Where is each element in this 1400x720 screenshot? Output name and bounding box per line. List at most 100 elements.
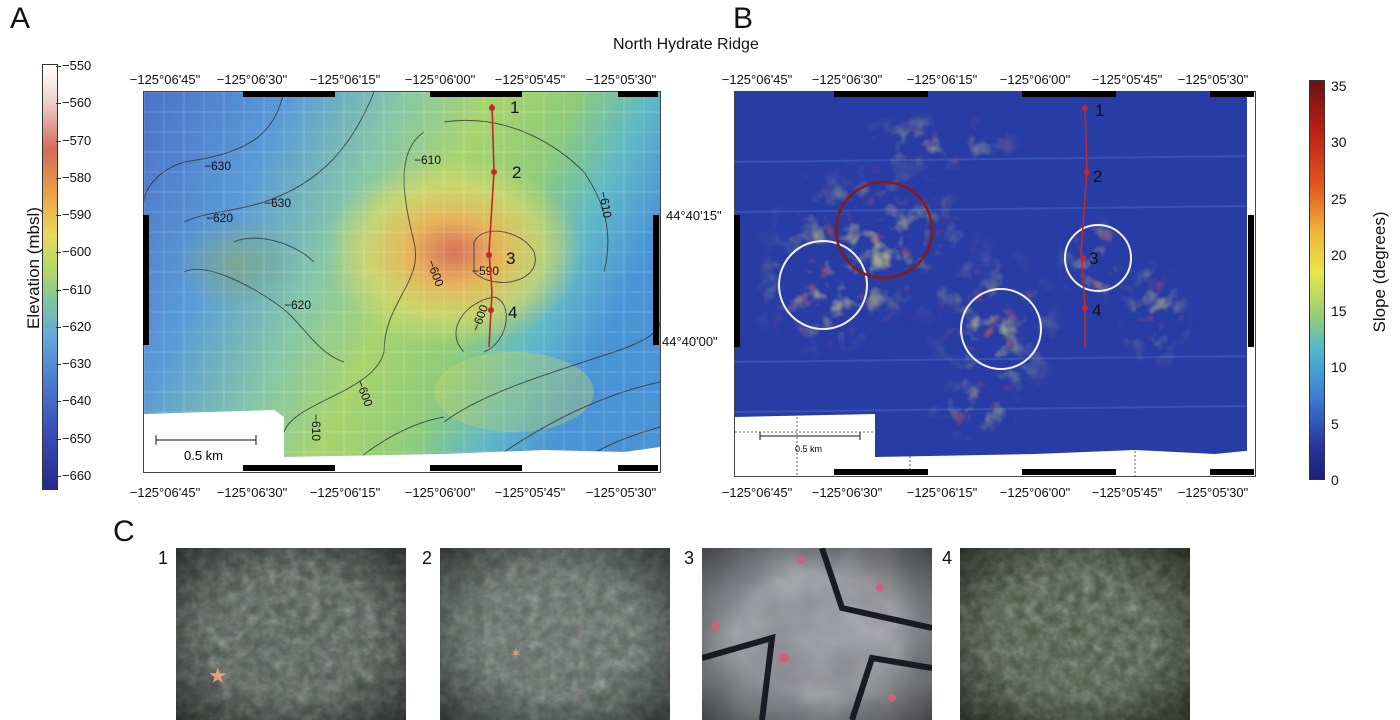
contour-label: −610 (596, 190, 615, 219)
slope-tick-label: 20 (1331, 246, 1347, 263)
elevation-tick-label: −560 (62, 95, 92, 111)
elevation-tick-label: −640 (62, 393, 92, 409)
frame-tick (834, 469, 928, 475)
elevation-tick-label: −650 (62, 430, 92, 446)
colorbar-tick (56, 476, 61, 477)
panel-b-top-lon-label: −125°06'00" (999, 72, 1071, 87)
colorbar-tick (56, 252, 61, 254)
panel-a-lat-label-2: 44°40'00" (662, 334, 718, 349)
panel-b-bottom-lon-label: −125°06'15" (906, 485, 978, 500)
panel-a-top-lon-label: −125°06'45" (129, 72, 201, 87)
panel-b-bottom-lon-label: −125°05'45" (1091, 485, 1163, 500)
colorbar-tick (56, 289, 61, 291)
highlight-circle (1064, 224, 1132, 292)
frame-tick (1022, 469, 1116, 475)
track-point-label: 1 (1095, 101, 1104, 120)
frame-tick (1248, 215, 1254, 347)
panel-letter-c: C (113, 515, 135, 548)
slope-tick-label: 0 (1331, 472, 1339, 488)
photo-number: 1 (158, 548, 169, 568)
panel-a-top-lon-label: −125°06'30" (216, 72, 288, 87)
svg-text:✶: ✶ (510, 645, 522, 661)
frame-tick (1022, 91, 1116, 97)
elevation-axis-label: Elevation (mbsl) (24, 207, 43, 329)
frame-tick (618, 465, 658, 471)
panel-b-bottom-lon-label: −125°06'45" (721, 485, 793, 500)
slope-tick-label: 10 (1331, 359, 1347, 376)
frame-tick (243, 465, 335, 471)
frame-tick (143, 215, 149, 345)
highlight-circle (960, 288, 1042, 370)
contour-label: −620 (206, 211, 233, 225)
panel-a-bottom-lon-label: −125°05'30" (585, 485, 657, 500)
seafloor-photo (702, 548, 932, 720)
colorbar-tick (56, 177, 61, 179)
contour-label: −590 (472, 264, 499, 278)
panel-a-bottom-lon-label: −125°06'30" (216, 485, 288, 500)
slope-map: 1 2 3 4 0.5 km (734, 91, 1256, 477)
track-point-label: 3 (1089, 249, 1098, 268)
frame-tick (618, 91, 658, 97)
elevation-tick-label: −660 (62, 468, 92, 483)
scale-bar-label: 0.5 km (795, 444, 822, 454)
slope-tick-label: 25 (1331, 190, 1347, 207)
elevation-tick-label: −610 (62, 281, 92, 297)
seafloor-photo (960, 548, 1190, 720)
panel-a-lat-label-1: 44°40'15" (666, 208, 722, 223)
frame-tick (430, 465, 522, 471)
colorbar-tick (56, 215, 61, 217)
panel-a-bottom-lon-label: −125°06'15" (309, 485, 381, 500)
frame-tick (243, 91, 335, 97)
highlight-circle (834, 180, 934, 280)
frame-tick (1210, 91, 1254, 97)
photo-number: 4 (942, 548, 953, 568)
frame-tick (834, 91, 928, 97)
slope-colorbar (1309, 80, 1325, 480)
contour-label: −610 (309, 414, 323, 441)
panel-b-top-lon-label: −125°05'30" (1177, 72, 1249, 87)
photo-number: 3 (684, 548, 695, 568)
panel-b-top-lon-label: −125°06'30" (811, 72, 883, 87)
panel-a-bottom-lon-label: −125°06'00" (404, 485, 476, 500)
panel-b-top-lon-label: −125°05'45" (1091, 72, 1163, 87)
slope-tick-label: 5 (1331, 415, 1339, 432)
colorbar-tick (56, 103, 61, 105)
track-point-label: 4 (508, 303, 517, 322)
elevation-tick-label: −630 (62, 356, 92, 372)
slope-tick-label: 30 (1331, 134, 1347, 151)
panel-letter-a: A (10, 2, 31, 35)
track-point-label: 4 (1092, 301, 1101, 320)
frame-tick (734, 215, 740, 347)
svg-text:★: ★ (208, 663, 228, 688)
bathymetry-map: −630 −610 −610 −620 −630 −600 −590 −620 … (143, 91, 661, 473)
panel-a-top-lon-label: −125°06'15" (309, 72, 381, 87)
contour-label: −610 (414, 153, 441, 167)
colorbar-tick (56, 66, 61, 67)
seafloor-photo: ✶ (440, 548, 670, 720)
panel-a-top-lon-label: −125°06'00" (404, 72, 476, 87)
track-point-label: 1 (510, 98, 519, 117)
survey-track (1080, 105, 1088, 348)
panel-a-top-lon-label: −125°05'45" (494, 72, 566, 87)
panel-b-bottom-lon-label: −125°05'30" (1177, 485, 1249, 500)
panel-b-bottom-lon-label: −125°06'30" (811, 485, 883, 500)
contour-label: −630 (264, 196, 291, 210)
colorbar-tick (56, 438, 61, 440)
slope-axis-label: Slope (degrees) (1370, 211, 1389, 333)
slope-tick-label: 35 (1331, 78, 1347, 94)
panel-letter-b: B (733, 2, 754, 35)
highlight-circle (778, 240, 868, 330)
colorbar-tick (56, 401, 61, 403)
track-point-label: 3 (506, 249, 515, 268)
scale-bar-label: 0.5 km (184, 448, 223, 463)
photo-number: 2 (422, 548, 433, 568)
track-point-label: 2 (1093, 167, 1102, 186)
panel-b-top-lon-label: −125°06'45" (721, 72, 793, 87)
elevation-tick-label: −590 (62, 207, 92, 223)
panel-a-top-lon-label: −125°05'30" (585, 72, 657, 87)
frame-tick (653, 215, 659, 345)
colorbar-tick (56, 326, 61, 328)
track-point-label: 2 (512, 163, 521, 182)
elevation-tick-label: −580 (62, 169, 92, 185)
contour-label: −620 (284, 298, 311, 312)
